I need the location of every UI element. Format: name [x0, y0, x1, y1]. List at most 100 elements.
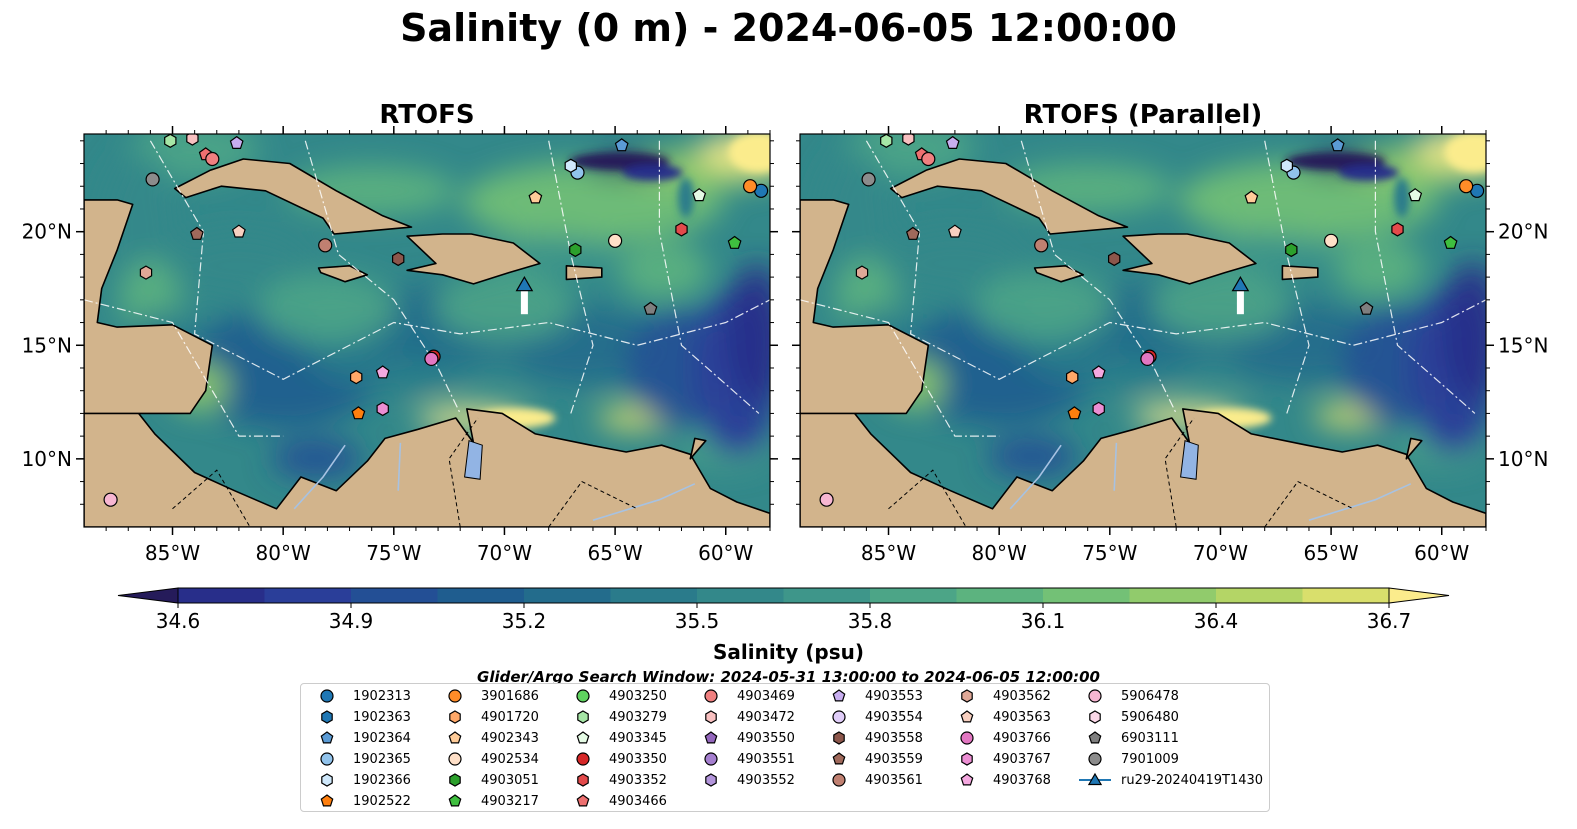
legend-label: 4903551	[737, 751, 795, 767]
legend-entry-1902313: 1902313	[309, 686, 411, 706]
legend-marker-icon	[832, 773, 846, 787]
legend-symbol	[704, 731, 718, 744]
legend-entry-4903768: 4903768	[949, 770, 1051, 790]
right-salinity-patch	[1150, 269, 1291, 340]
legend-marker-icon	[961, 752, 973, 766]
float-marker-4903559	[189, 226, 204, 240]
legend-entry-4903554: 4903554	[821, 707, 923, 727]
legend-label: ru29-20240419T1430	[1121, 772, 1264, 788]
colorbar-extend-low	[117, 587, 179, 604]
legend-label: 4903217	[481, 793, 539, 809]
left-salinity-detail-patch	[622, 164, 683, 181]
colorbar-tick-label: 34.9	[329, 609, 374, 633]
right-country-border	[888, 469, 967, 527]
float-marker-4903561	[318, 238, 333, 253]
float-marker-4903562	[139, 265, 153, 280]
colorbar-tick-label: 35.2	[502, 609, 547, 633]
legend-label: 1902363	[353, 709, 411, 725]
right-salinity-detail-patch	[1444, 134, 1486, 173]
legend-label: 4903552	[737, 772, 795, 788]
right-salinity-detail-patch	[1338, 164, 1399, 181]
right-eez-boundary	[1374, 140, 1476, 414]
legend-entry-4903767: 4903767	[949, 749, 1051, 769]
legend-marker-icon	[960, 731, 974, 745]
right-eez-boundary	[800, 299, 1000, 437]
float-marker-4903562	[855, 265, 869, 280]
legend-symbol	[1088, 731, 1102, 744]
float-marker-3901686	[742, 179, 758, 194]
right-salinity-detail-patch	[1393, 177, 1410, 218]
legend-symbol	[448, 689, 462, 703]
left-land	[317, 265, 369, 283]
legend-entry-4903558: 4903558	[821, 728, 923, 748]
y-tick-label: 15°N	[22, 333, 72, 357]
float-marker-1902366	[564, 158, 577, 173]
y-tick-label: 15°N	[1498, 333, 1548, 357]
left-salinity-field	[99, 134, 770, 479]
legend-label: 4903466	[609, 793, 667, 809]
legend-symbol	[704, 752, 718, 766]
legend-symbol	[1088, 752, 1102, 766]
legend-marker-icon	[1089, 710, 1101, 724]
legend-label: 4903279	[609, 709, 667, 725]
legend-entry-4903217: 4903217	[437, 791, 539, 811]
legend-marker-icon	[960, 773, 974, 786]
colorbar-segment	[1129, 588, 1217, 603]
colorbar: 34.6 34.9 35.2 35.5 35.8 36.1 36.4 36.7	[117, 587, 1450, 633]
legend-label: 3901686	[481, 688, 539, 704]
legend-marker-icon	[577, 773, 589, 787]
legend-entry-4901720: 4901720	[437, 707, 539, 727]
legend-marker-icon	[832, 752, 846, 765]
float-marker-1902364	[614, 138, 629, 152]
legend-symbol	[704, 689, 718, 703]
legend-symbol	[961, 689, 973, 703]
right-eez-boundary	[1020, 140, 1177, 414]
legend-entry-ru29-20240419T1430: ru29-20240419T1430	[1077, 770, 1263, 790]
legend-glider-icon	[1087, 772, 1103, 786]
legend-entry-4903553: 4903553	[821, 686, 923, 706]
legend-symbol	[832, 752, 846, 765]
x-tick-label: 60°W	[698, 541, 753, 565]
legend-label: 4903472	[737, 709, 795, 725]
right-salinity-patch	[1422, 413, 1483, 454]
right-land	[800, 199, 930, 415]
right-salinity-patch	[884, 228, 1025, 299]
colorbar-extend-high	[1388, 587, 1450, 604]
left-salinity-patch	[706, 416, 767, 457]
legend-entry-4903466: 4903466	[565, 791, 667, 811]
colorbar-label: Salinity (psu)	[712, 640, 864, 664]
legend-marker-icon	[448, 794, 462, 807]
left-country-border	[172, 469, 251, 527]
glider-track	[520, 290, 528, 315]
legend-marker-icon	[320, 794, 334, 807]
legend-label: 4903558	[865, 730, 923, 746]
legend-entry-4903550: 4903550	[693, 728, 795, 748]
left-eez-boundary	[658, 140, 760, 414]
legend-symbol	[961, 752, 973, 766]
left-salinity-patch	[726, 263, 770, 404]
x-tick-label: 70°W	[477, 541, 532, 565]
colorbar-segment	[1302, 588, 1390, 603]
legend-entry-4902343: 4902343	[437, 728, 539, 748]
colorbar-segment	[351, 588, 438, 603]
legend-entry-4903766: 4903766	[949, 728, 1051, 748]
legend-label: 4902534	[481, 751, 539, 767]
legend-marker-icon	[448, 689, 462, 703]
legend-symbol	[320, 731, 334, 744]
x-tick-label: 60°W	[1414, 541, 1469, 565]
legend-symbol	[448, 731, 462, 744]
legend-symbol	[1079, 772, 1111, 786]
legend-entry-5906480: 5906480	[1077, 707, 1179, 727]
legend-entry-5906478: 5906478	[1077, 686, 1179, 706]
legend-label: 1902364	[353, 730, 411, 746]
legend-label: 4903051	[481, 772, 539, 788]
right-salinity-patch	[987, 436, 1078, 477]
legend-marker-icon	[832, 689, 846, 702]
colorbar-segment	[956, 588, 1044, 603]
legend-symbol	[448, 752, 462, 766]
search-window-label: Glider/Argo Search Window: 2024-05-31 13…	[477, 669, 1100, 683]
legend-symbol	[449, 773, 461, 787]
legend-label: 1902522	[353, 793, 411, 809]
legend-symbol	[576, 752, 590, 766]
